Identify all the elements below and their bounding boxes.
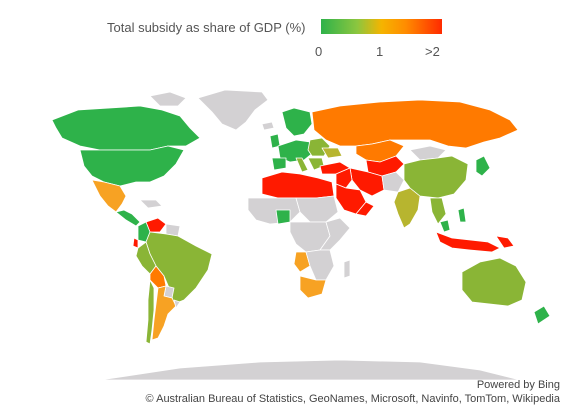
region-russia xyxy=(311,99,519,149)
region-antarctica xyxy=(99,359,521,381)
region-india xyxy=(393,187,421,229)
region-nigeria xyxy=(275,209,291,225)
region-south-africa xyxy=(299,275,327,299)
region-new-guinea xyxy=(495,235,515,249)
region-malaysia-thailand xyxy=(439,219,451,233)
region-iraq-syria xyxy=(335,167,353,189)
copyright-notice: © Australian Bureau of Statistics, GeoNa… xyxy=(145,393,560,405)
region-uruguay xyxy=(173,299,181,309)
powered-by-label: Powered by Bing xyxy=(476,379,560,391)
region-usa xyxy=(79,145,185,187)
region-greenland xyxy=(197,89,269,131)
region-philippines xyxy=(457,207,467,223)
region-caribbean xyxy=(139,199,163,209)
region-east-africa xyxy=(319,217,351,251)
region-arctic-islands xyxy=(149,91,187,107)
region-central-america xyxy=(115,209,141,227)
region-west-africa xyxy=(247,197,301,225)
region-ukraine xyxy=(321,147,343,159)
region-mexico xyxy=(91,179,127,213)
region-scandinavia xyxy=(281,107,313,137)
region-iberia xyxy=(271,157,287,171)
region-iran xyxy=(349,167,385,197)
region-southern-africa xyxy=(305,249,335,281)
region-new-zealand xyxy=(533,305,551,325)
region-china xyxy=(403,155,469,199)
legend-tick-mid: 1 xyxy=(376,44,384,59)
legend-tick-low: 0 xyxy=(315,44,323,59)
region-angola xyxy=(293,251,311,273)
legend-color-bar xyxy=(321,19,442,34)
region-southeast-asia xyxy=(429,197,447,225)
region-mongolia xyxy=(409,145,447,161)
region-indonesia xyxy=(435,231,501,253)
region-canada xyxy=(51,105,201,151)
region-argentina xyxy=(151,285,177,341)
region-yemen-oman xyxy=(355,201,375,217)
region-chile xyxy=(145,279,155,345)
region-afghanistan-pakistan xyxy=(381,171,405,193)
region-australia xyxy=(461,257,527,307)
region-ecuador xyxy=(132,237,139,249)
region-korea-japan xyxy=(475,155,491,177)
region-madagascar xyxy=(343,259,351,279)
region-sudan-sahel xyxy=(295,195,339,223)
region-north-africa xyxy=(261,171,335,199)
legend-title: Total subsidy as share of GDP (%) xyxy=(107,20,306,35)
legend-tick-high: >2 xyxy=(425,44,440,59)
region-italy xyxy=(295,157,309,173)
region-iceland xyxy=(261,121,275,131)
